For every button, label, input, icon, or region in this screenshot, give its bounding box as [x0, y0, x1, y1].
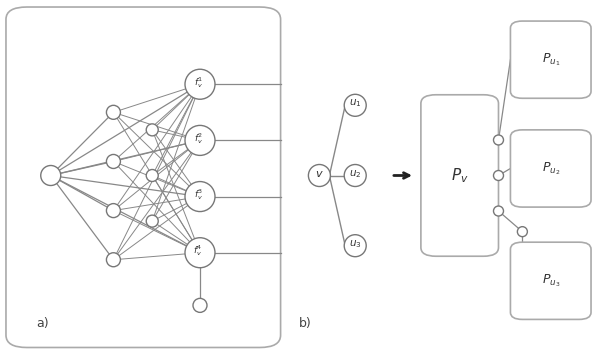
Text: $P_{u_3}$: $P_{u_3}$ — [541, 272, 560, 289]
Text: $v$: $v$ — [315, 169, 324, 179]
Ellipse shape — [344, 235, 366, 257]
Text: $P_{u_2}$: $P_{u_2}$ — [541, 160, 560, 177]
Ellipse shape — [494, 206, 503, 216]
FancyBboxPatch shape — [6, 7, 281, 347]
Ellipse shape — [344, 165, 366, 186]
Text: $u_1$: $u_1$ — [349, 98, 362, 110]
Ellipse shape — [494, 135, 503, 145]
Text: $f_v^4$: $f_v^4$ — [193, 244, 203, 258]
Ellipse shape — [41, 166, 61, 185]
Ellipse shape — [106, 154, 121, 168]
FancyBboxPatch shape — [510, 21, 591, 98]
Ellipse shape — [185, 69, 215, 99]
FancyBboxPatch shape — [510, 242, 591, 319]
Ellipse shape — [106, 105, 121, 119]
Ellipse shape — [518, 227, 527, 237]
Ellipse shape — [185, 125, 215, 155]
Ellipse shape — [106, 204, 121, 218]
Ellipse shape — [185, 238, 215, 268]
Text: $u_3$: $u_3$ — [349, 238, 362, 250]
Text: $P_v$: $P_v$ — [451, 166, 469, 185]
Text: a): a) — [36, 317, 48, 330]
Text: $f_v^3$: $f_v^3$ — [193, 187, 203, 202]
Ellipse shape — [193, 298, 207, 312]
Text: $P_{u_1}$: $P_{u_1}$ — [541, 51, 560, 68]
Ellipse shape — [494, 171, 503, 180]
Ellipse shape — [146, 170, 158, 181]
Ellipse shape — [146, 215, 158, 227]
Text: $u_2$: $u_2$ — [349, 168, 361, 180]
Ellipse shape — [344, 94, 366, 116]
Ellipse shape — [185, 181, 215, 212]
Ellipse shape — [309, 165, 330, 186]
Text: b): b) — [298, 317, 311, 330]
Ellipse shape — [146, 124, 158, 136]
Text: $f_v^2$: $f_v^2$ — [193, 131, 203, 146]
Ellipse shape — [106, 253, 121, 267]
FancyBboxPatch shape — [510, 130, 591, 207]
Text: $f_v^1$: $f_v^1$ — [193, 75, 203, 90]
FancyBboxPatch shape — [421, 95, 498, 256]
